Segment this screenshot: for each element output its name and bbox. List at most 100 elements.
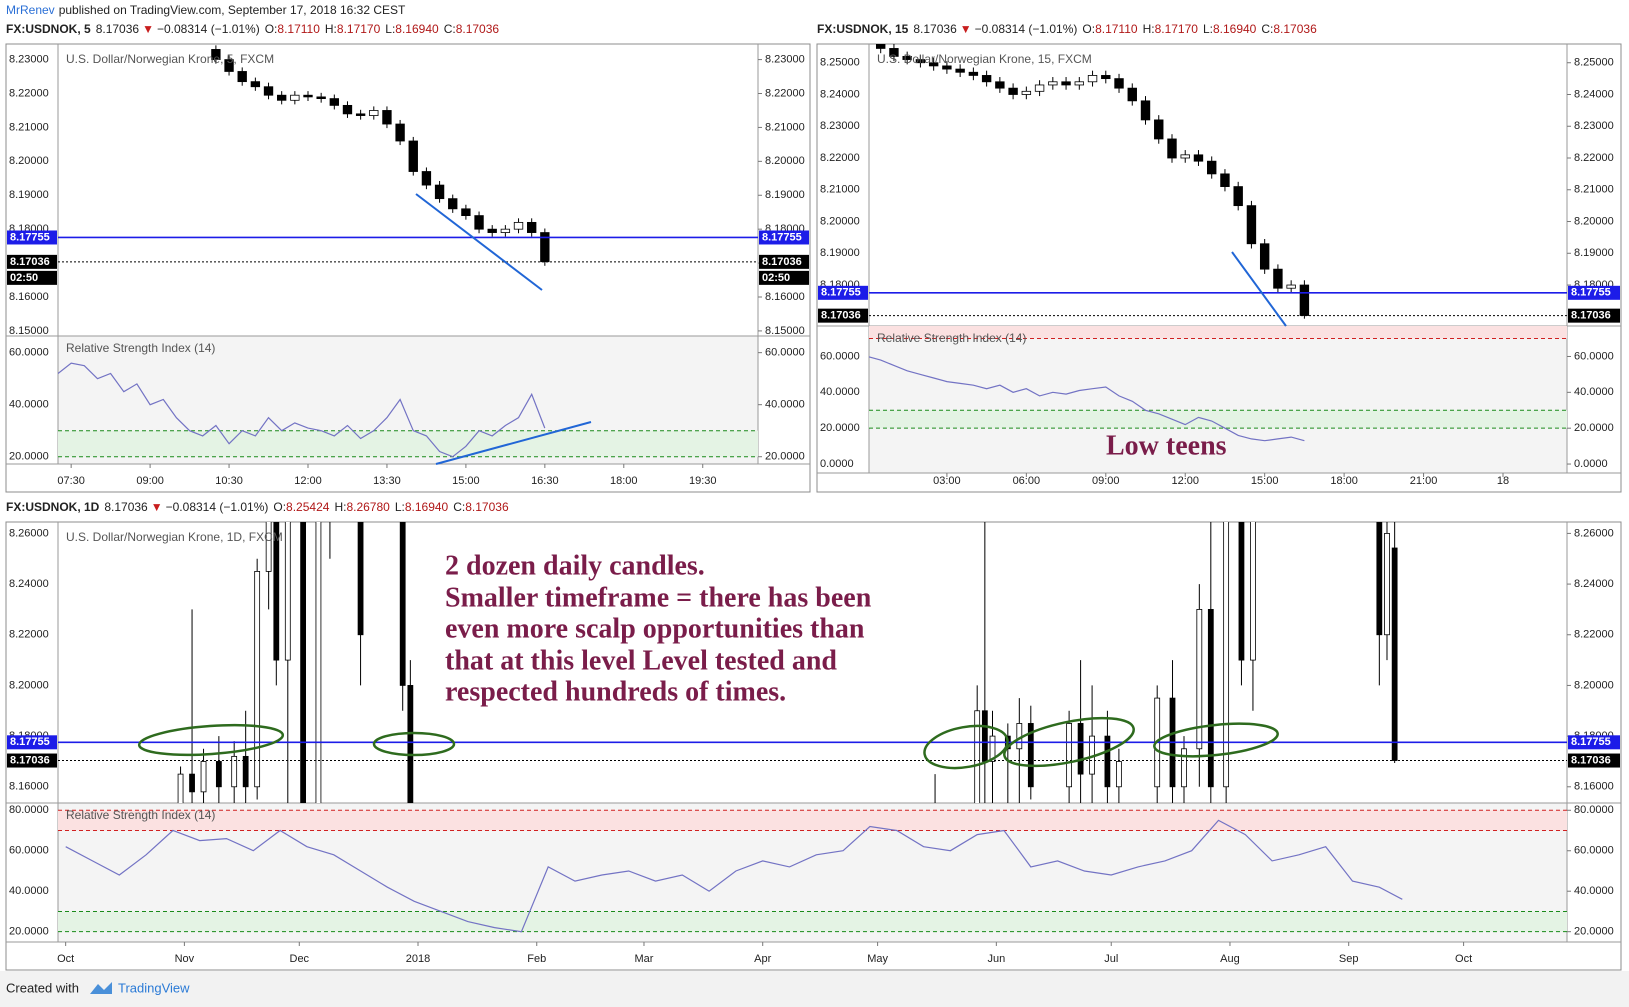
level-label: 8.17755 (1571, 287, 1611, 299)
x-tick-label: 10:30 (215, 475, 243, 487)
note-line: even more scalp opportunities than (445, 613, 865, 644)
x-tick-label: Sep (1339, 953, 1359, 965)
ohlc-label: L: (1203, 22, 1213, 36)
level-label: 8.17036 (821, 310, 861, 322)
x-tick-label: 18 (1497, 475, 1509, 487)
candle-body (273, 522, 280, 661)
x-tick-label: Feb (527, 953, 546, 965)
y-tick-label: 8.19000 (765, 189, 805, 201)
trend-line (1231, 251, 1287, 327)
candle-body (1167, 138, 1177, 159)
x-tick-label: Oct (1455, 953, 1472, 965)
candle-body (942, 65, 952, 70)
rsi-title: Relative Strength Index (14) (66, 808, 215, 822)
note-line: 2 dozen daily candles. (445, 550, 705, 581)
rsi-band (58, 810, 1567, 831)
change: −0.08314 (−1.01%) (975, 22, 1078, 36)
y-tick-label: 8.22000 (1574, 152, 1614, 164)
author[interactable]: MrRenev (6, 3, 55, 17)
x-tick-label: 15:00 (452, 475, 480, 487)
candle-body (290, 94, 300, 101)
level-label: 8.17755 (762, 231, 802, 243)
candle-body (329, 98, 339, 106)
candle-body (300, 522, 307, 803)
x-tick-label: 06:00 (1013, 475, 1041, 487)
rsi-plot (58, 809, 1567, 933)
y-tick-label: 8.20000 (1574, 679, 1614, 691)
candle-body (1104, 735, 1111, 788)
level-label-box (1568, 753, 1620, 768)
candle-body (434, 184, 445, 200)
candle-body (303, 94, 313, 98)
ohlc-value: 8.17170 (1155, 22, 1199, 36)
candle-body (889, 48, 899, 57)
y-tick-label: 8.24000 (1574, 578, 1614, 590)
y-tick-label: 8.16000 (9, 781, 49, 793)
ohlc-label: L: (395, 500, 405, 514)
hand-circle (923, 724, 1009, 770)
candle-body (1140, 100, 1151, 121)
published: published on TradingView.com, September … (59, 3, 406, 17)
y-tick-label: 8.19000 (9, 189, 49, 201)
y-tick-label: 8.20000 (765, 155, 805, 167)
rsi-tick-label: 20.0000 (9, 926, 49, 938)
level-label-box (1568, 308, 1620, 323)
ohlc-label: O: (273, 500, 286, 514)
candle-body (500, 228, 511, 233)
y-tick-label: 8.22000 (9, 629, 49, 641)
candle-body (407, 685, 414, 803)
candle-body (1087, 75, 1098, 83)
rsi-tick-label: 0.0000 (820, 458, 854, 470)
brand-link[interactable]: TradingView (118, 980, 190, 995)
y-tick-label: 8.19000 (1574, 247, 1614, 259)
y-tick-label: 8.25000 (1574, 57, 1614, 69)
candle-body (448, 198, 458, 210)
candle-body (265, 522, 272, 572)
candle-body (254, 571, 261, 788)
price-plot (58, 522, 1567, 803)
candle-body (215, 761, 222, 788)
level-label: 8.17755 (821, 287, 861, 299)
candle-body (1008, 87, 1018, 95)
y-tick-label: 8.16000 (1574, 781, 1614, 793)
ohlc-label: H: (325, 22, 337, 36)
candle-body (263, 86, 274, 96)
candle-body (408, 140, 418, 172)
ohlc-label: H: (1143, 22, 1155, 36)
candle-body (995, 81, 1005, 89)
candle-body (242, 755, 249, 788)
footer-bar (0, 971, 1629, 1007)
rsi-tick-label: 60.0000 (9, 845, 49, 857)
ohlc-label: L: (385, 22, 395, 36)
candle-body (1193, 154, 1204, 162)
x-tick-label: 09:00 (1092, 475, 1120, 487)
rsi-band (58, 911, 1567, 932)
candle-body (1154, 119, 1164, 140)
rsi-tick-label: 40.0000 (1574, 885, 1614, 897)
trend-line (415, 193, 543, 291)
candle-body (399, 522, 406, 686)
y-tick-label: 8.22000 (9, 87, 49, 99)
ohlc-value: 8.17110 (277, 22, 320, 36)
x-tick-label: 18:00 (1330, 475, 1358, 487)
candle-body (355, 113, 366, 116)
publish-line: MrRenev published on TradingView.com, Sep… (6, 3, 406, 17)
last-price: 8.17036 (96, 22, 140, 36)
y-tick-label: 8.21000 (1574, 184, 1614, 196)
ohlc-value: 8.17170 (337, 22, 381, 36)
level-label-box (818, 285, 868, 300)
level-label-box (759, 254, 809, 269)
candle-body (989, 735, 996, 762)
candle-body (1114, 78, 1124, 89)
rsi-line (869, 356, 1305, 442)
candle-body (902, 55, 912, 60)
x-tick-label: Aug (1220, 953, 1240, 965)
candle-body (315, 522, 322, 803)
price-plot (58, 45, 758, 266)
ohlc-value: 8.17110 (1095, 22, 1138, 36)
candle-body (357, 522, 364, 636)
candle-body (177, 773, 184, 803)
candle-body (1180, 154, 1190, 159)
